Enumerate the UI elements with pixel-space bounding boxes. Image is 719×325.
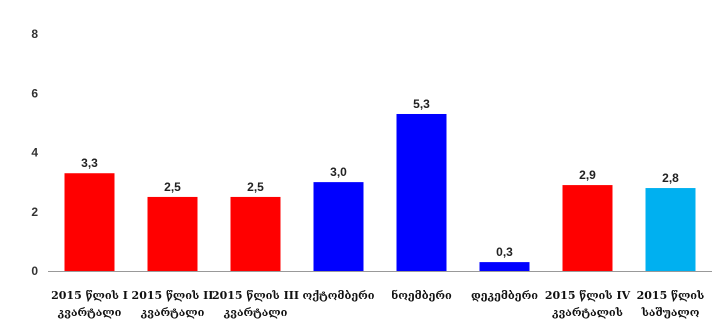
category-label: 2015 წლის II (132, 289, 214, 302)
category-label: 2015 წლის IV (545, 289, 631, 302)
category-label: დეკემბერი (471, 289, 538, 302)
category-label: 2015 წლის III (212, 289, 299, 302)
bar-value-label: 0,3 (496, 245, 513, 259)
bar (64, 173, 115, 271)
bar-value-label: 2,9 (579, 168, 596, 182)
bar-value-label: 2,5 (247, 180, 264, 194)
bar (313, 182, 364, 271)
bar-value-label: 5,3 (413, 97, 430, 111)
bar (562, 185, 613, 271)
y-tick-label: 0 (31, 264, 38, 278)
category-label: კვარტალი (58, 306, 122, 319)
bar-value-label: 2,8 (662, 171, 679, 185)
category-label: კვარტალის (552, 306, 623, 319)
bars (64, 113, 696, 271)
bar-value-label: 3,3 (81, 156, 98, 170)
category-label: კვარტალი (141, 306, 205, 319)
bar (396, 113, 447, 271)
x-axis-labels: 2015 წლის I კვარტალი 2015 წლის II კვარტალი 2… (51, 289, 704, 319)
y-axis: 0 2 4 6 8 (31, 27, 38, 278)
y-tick-label: 4 (31, 146, 38, 160)
category-label: კვარტალი (224, 306, 288, 319)
data-labels: 3,3 2,5 2,5 3,0 5,3 0,3 2,9 2,8 (81, 97, 679, 259)
bar (230, 196, 281, 271)
y-tick-label: 2 (31, 205, 38, 219)
y-tick-label: 6 (31, 86, 38, 100)
bar-value-label: 3,0 (330, 165, 347, 179)
category-label: საშუალო (641, 306, 700, 319)
bar (147, 196, 198, 271)
category-label: 2015 წლის (637, 289, 705, 302)
bar (479, 262, 530, 271)
bar-value-label: 2,5 (164, 180, 181, 194)
category-label: ოქტომბერი (302, 289, 374, 302)
category-label: ნოემბერი (391, 289, 452, 302)
bar (645, 188, 696, 271)
y-tick-label: 8 (31, 27, 38, 41)
category-label: 2015 წლის I (51, 289, 128, 302)
